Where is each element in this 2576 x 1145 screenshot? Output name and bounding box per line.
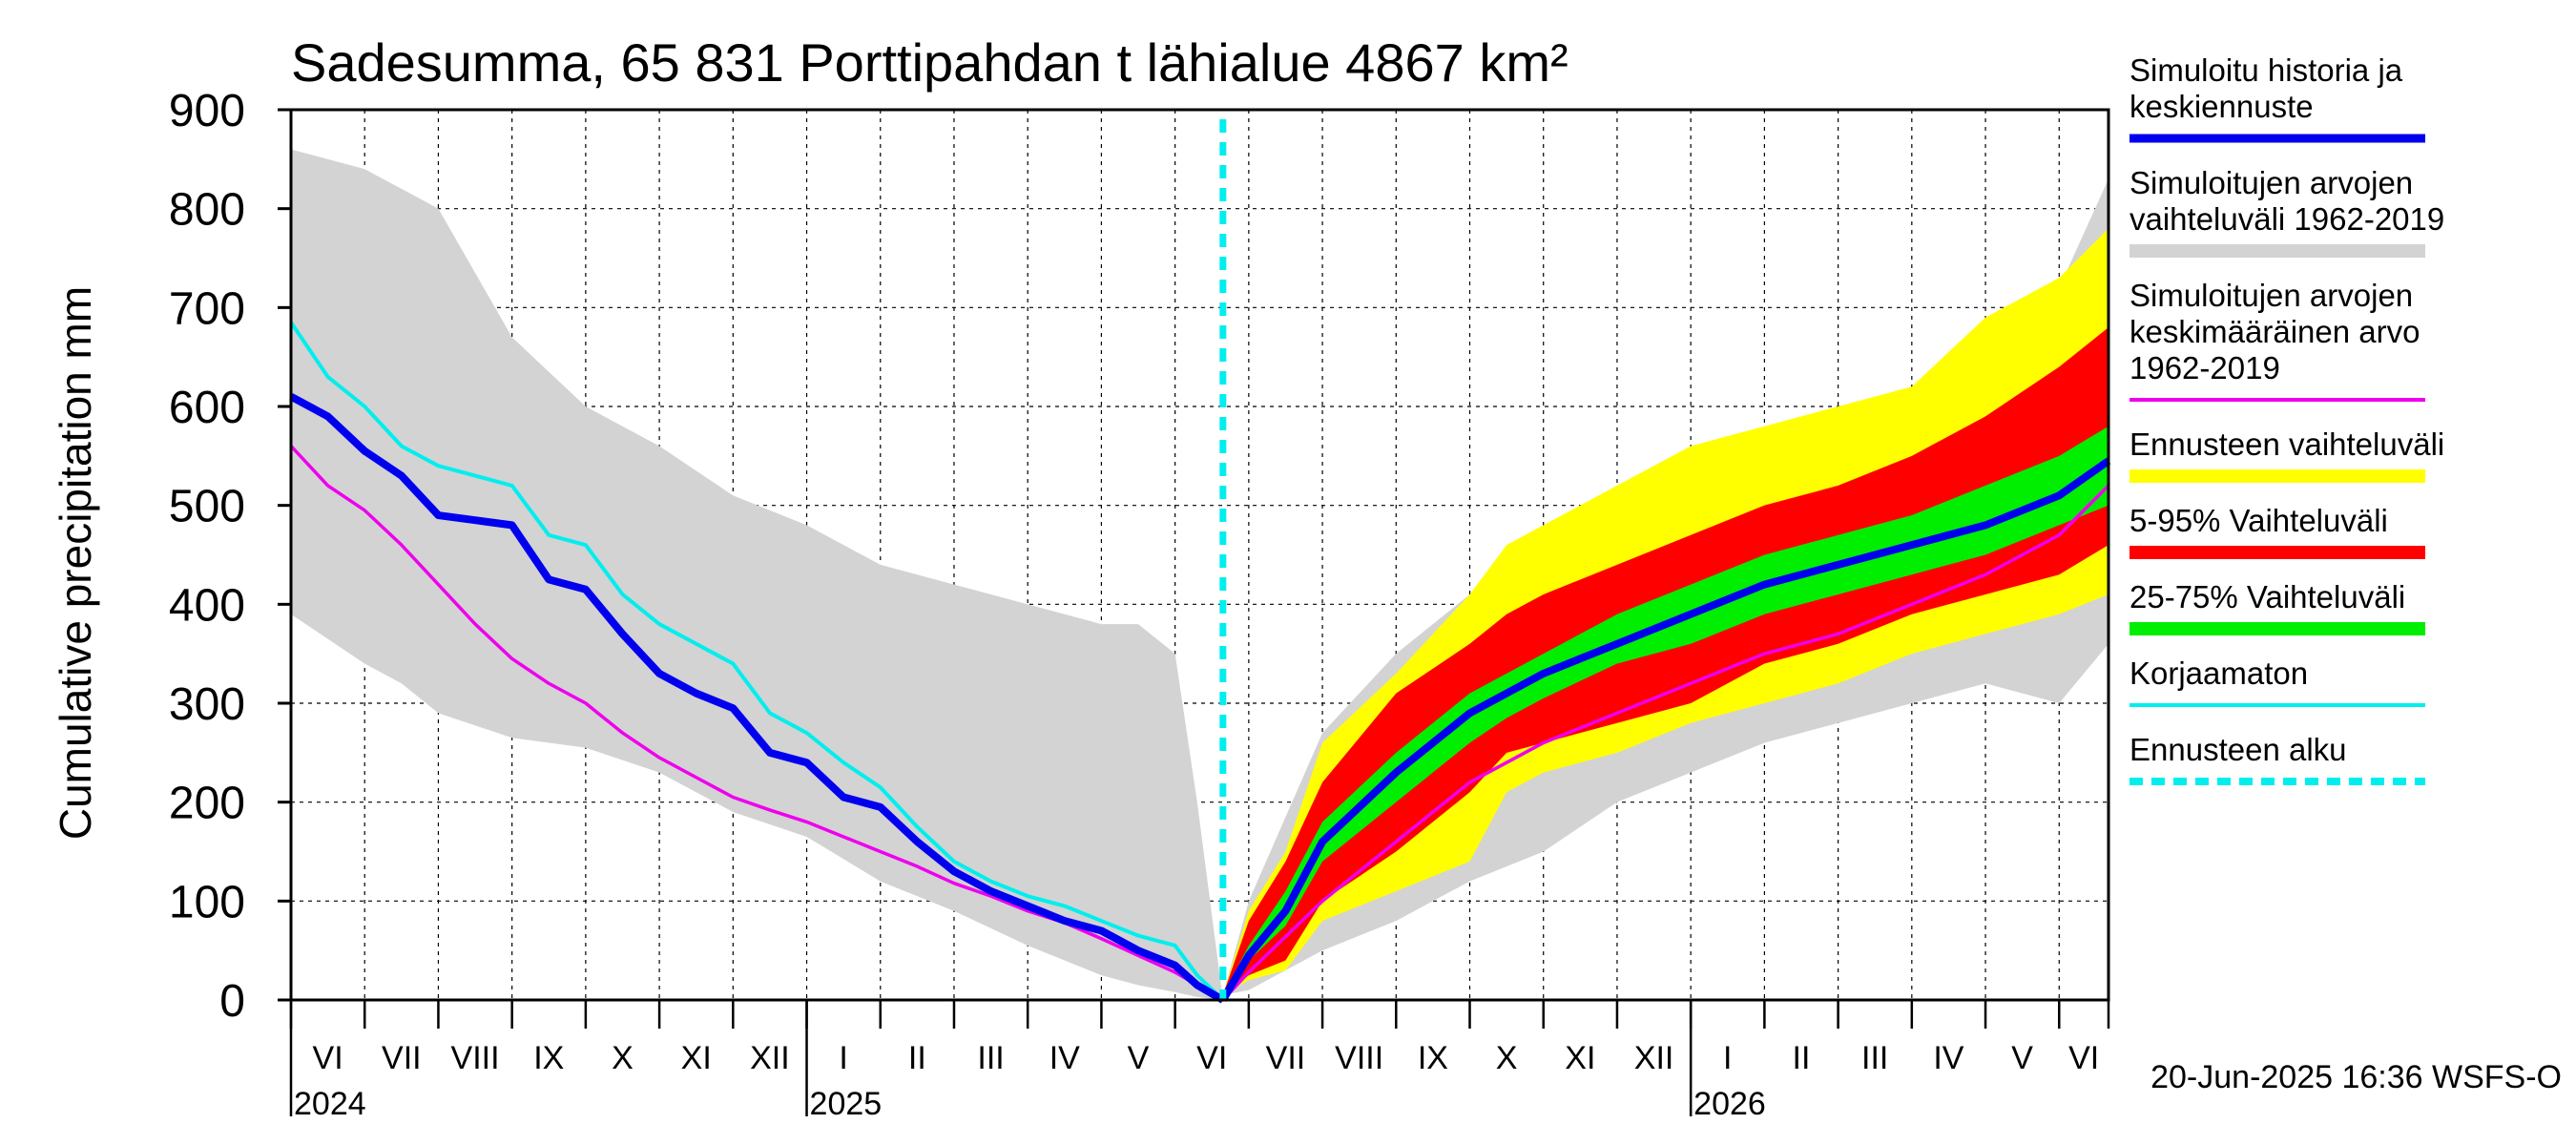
- x-month-label: VI: [1196, 1040, 1227, 1076]
- x-year-label: 2024: [294, 1086, 366, 1122]
- legend-label: keskiennuste: [2129, 89, 2314, 124]
- x-month-label: VII: [382, 1040, 422, 1076]
- legend-item: Ennusteen vaihteluväli: [2129, 427, 2444, 483]
- legend-label: Ennusteen alku: [2129, 732, 2347, 767]
- x-month-label: II: [1793, 1040, 1811, 1076]
- y-tick-label: 0: [219, 976, 245, 1027]
- legend-label: Simuloitu historia ja: [2129, 52, 2403, 88]
- y-tick-label: 300: [169, 679, 245, 730]
- legend-label: Simuloitujen arvojen: [2129, 278, 2413, 313]
- legend-item: 5-95% Vaihteluväli: [2129, 503, 2425, 559]
- x-month-label: X: [1496, 1040, 1518, 1076]
- legend-label: Ennusteen vaihteluväli: [2129, 427, 2444, 462]
- y-tick-label: 400: [169, 580, 245, 631]
- legend-label: vaihteluväli 1962-2019: [2129, 201, 2444, 237]
- legend-swatch: [2129, 469, 2425, 483]
- chart-lines: [289, 119, 2111, 1004]
- x-month-label: V: [2011, 1040, 2033, 1076]
- legend-item: Korjaamaton: [2129, 656, 2425, 707]
- plot-frame: [289, 108, 2110, 1002]
- x-month-label: IX: [1418, 1040, 1448, 1076]
- y-tick-label: 200: [169, 779, 245, 829]
- y-tick-label: 900: [169, 86, 245, 136]
- x-month-label: XII: [750, 1040, 790, 1076]
- legend-label: 1962-2019: [2129, 350, 2280, 385]
- history-line: [289, 393, 1225, 1004]
- x-month-label: VIII: [1335, 1040, 1383, 1076]
- x-month-label: I: [839, 1040, 847, 1076]
- y-tick-label: 500: [169, 482, 245, 532]
- x-month-label: II: [908, 1040, 926, 1076]
- forecast-25-75-band: [1222, 426, 2109, 995]
- y-tick-label: 700: [169, 283, 245, 334]
- y-axis-label: Cumulative precipitation mm: [51, 286, 100, 840]
- y-tick-label: 100: [169, 877, 245, 927]
- chart-title: Sadesumma, 65 831 Porttipahdan t lähialu…: [291, 32, 1568, 93]
- legend-label: Korjaamaton: [2129, 656, 2308, 691]
- uncorrected-line: [289, 321, 1225, 1002]
- chart-areas: [291, 149, 2109, 1000]
- y-tick-label: 800: [169, 185, 245, 236]
- forecast-median-line: [1219, 457, 2111, 1003]
- legend-item: Ennusteen alku: [2129, 732, 2425, 785]
- x-year-label: 2026: [1693, 1086, 1766, 1122]
- legend-label: keskimääräinen arvo: [2129, 314, 2420, 349]
- x-month-label: XI: [681, 1040, 712, 1076]
- x-axis: VI VII VIII IX X XI XII I II III IV V VI VII VIII IX X XI…: [289, 1000, 2110, 1122]
- y-axis: 0 100 200 300 400 500 600 700 800 900: [169, 86, 291, 1027]
- legend-label: Simuloitujen arvojen: [2129, 165, 2413, 200]
- legend-label: 25-75% Vaihteluväli: [2129, 579, 2405, 614]
- legend-swatch: [2129, 244, 2425, 258]
- legend-item: 25-75% Vaihteluväli: [2129, 579, 2425, 635]
- x-month-label: V: [1128, 1040, 1150, 1076]
- forecast-5-95-band: [1222, 327, 2109, 995]
- footer-timestamp: 20-Jun-2025 16:36 WSFS-O: [2150, 1059, 2562, 1095]
- x-month-label: VIII: [451, 1040, 500, 1076]
- x-month-label: IX: [533, 1040, 564, 1076]
- x-month-label: VI: [313, 1040, 343, 1076]
- x-month-label: XI: [1565, 1040, 1595, 1076]
- legend-swatch: [2129, 546, 2425, 559]
- x-month-label: IV: [1933, 1040, 1963, 1076]
- x-month-label: XII: [1634, 1040, 1674, 1076]
- legend: Simuloitu historia jakeskiennusteSimuloi…: [2129, 52, 2444, 785]
- x-month-label: III: [977, 1040, 1004, 1076]
- mean-line: [289, 445, 2110, 1002]
- x-month-label: X: [612, 1040, 634, 1076]
- legend-label: 5-95% Vaihteluväli: [2129, 503, 2388, 538]
- y-tick-label: 600: [169, 383, 245, 433]
- x-year-label: 2025: [810, 1086, 883, 1122]
- x-month-label: VI: [2068, 1040, 2099, 1076]
- x-month-label: I: [1723, 1040, 1732, 1076]
- legend-swatch: [2129, 622, 2425, 635]
- x-month-label: IV: [1049, 1040, 1080, 1076]
- history-range-band: [291, 149, 1223, 1000]
- x-month-label: III: [1861, 1040, 1888, 1076]
- x-month-label: VII: [1266, 1040, 1306, 1076]
